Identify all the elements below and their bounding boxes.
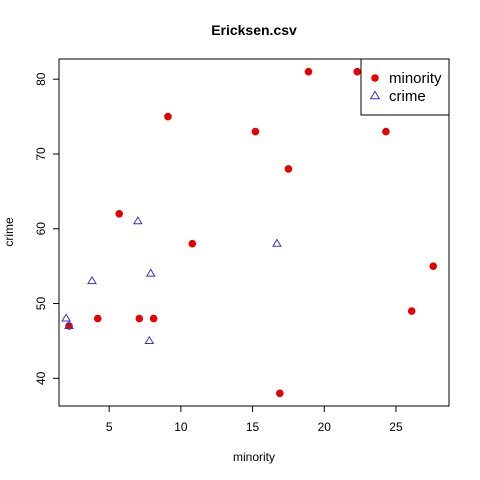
minority-point [284, 165, 293, 173]
minority-point [353, 67, 362, 76]
y-axis: 40 50 60 70 80 [34, 72, 59, 385]
crime-point [132, 216, 143, 225]
minority-point [135, 314, 144, 323]
minority-point [429, 262, 438, 270]
legend-minority-marker [371, 74, 379, 82]
minority-point [115, 210, 124, 218]
minority-point [164, 112, 172, 121]
legend-crime-marker [369, 90, 381, 100]
y-tick-label: 80 [34, 72, 48, 86]
y-axis-label: crime [2, 217, 16, 247]
chart-title: Ericksen.csv [211, 22, 297, 38]
y-tick-label: 60 [34, 222, 48, 236]
y-tick-label: 70 [34, 147, 48, 161]
minority-point [304, 67, 313, 76]
minority-point [251, 127, 260, 136]
crime-point [144, 335, 155, 344]
x-tick-label: 10 [174, 420, 188, 434]
x-tick-label: 25 [389, 420, 403, 434]
y-tick-label: 50 [34, 297, 48, 311]
legend-label: minority [389, 70, 442, 87]
crime-point [272, 238, 282, 247]
y-tick-label: 40 [34, 371, 48, 385]
x-tick-label: 20 [318, 420, 332, 434]
crime-point [64, 320, 74, 330]
minority-point [188, 239, 197, 248]
minority-point [407, 307, 416, 315]
crime-point [87, 275, 97, 285]
crime-point [145, 268, 156, 277]
minority-point [93, 314, 102, 323]
minority-point [382, 127, 390, 136]
plot-frame [58, 58, 450, 407]
x-tick-label: 5 [106, 420, 113, 434]
legend-label: crime [389, 88, 426, 105]
x-axis-label: minority [233, 450, 275, 464]
legend-box [360, 58, 450, 116]
minority-point [149, 314, 158, 323]
data-points [61, 67, 438, 398]
crime-point [61, 313, 72, 322]
minority-point [276, 389, 284, 398]
x-tick-label: 15 [246, 420, 260, 434]
x-axis: 5 10 15 20 25 [106, 406, 403, 434]
